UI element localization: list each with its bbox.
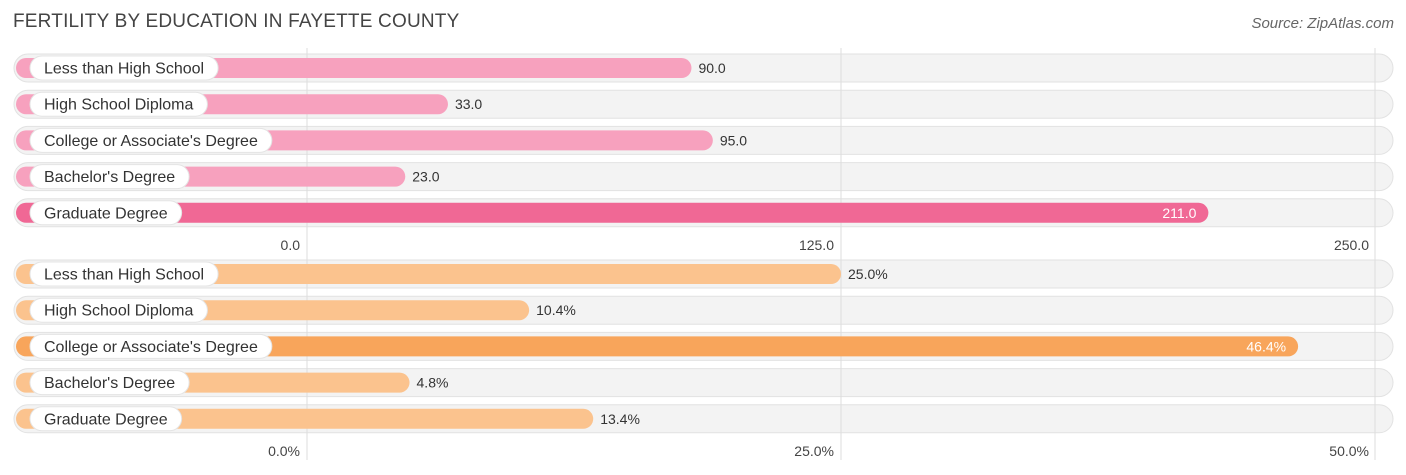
- category-label: Less than High School: [44, 267, 204, 284]
- x-tick-label: 0.0%: [268, 443, 300, 459]
- category-label: Bachelor's Degree: [44, 169, 175, 186]
- category-pill: [29, 127, 273, 153]
- category-pill: [29, 297, 208, 323]
- category-pill: [29, 200, 183, 226]
- category-pill: [29, 55, 219, 81]
- source-note: Source: ZipAtlas.com: [1251, 15, 1394, 32]
- value-label: 4.8%: [417, 375, 449, 391]
- value-label: 10.4%: [536, 302, 576, 318]
- category-label: College or Associate's Degree: [44, 339, 258, 356]
- value-label: 90.0: [698, 60, 725, 76]
- category-label: Graduate Degree: [44, 205, 168, 222]
- category-label: Bachelor's Degree: [44, 375, 175, 392]
- category-pill: [29, 406, 183, 432]
- category-pill: [29, 91, 208, 117]
- x-tick-label: 250.0: [1334, 237, 1369, 253]
- x-tick-label: 0.0: [281, 237, 301, 253]
- x-tick-label: 50.0%: [1329, 443, 1369, 459]
- bar-less-than-high-school: [16, 264, 841, 284]
- chart-panel-2: Less than High School 25.0% High School Di…: [13, 254, 1394, 460]
- value-label: 46.4%: [1246, 338, 1286, 354]
- category-pill: [29, 333, 273, 359]
- category-pill: [29, 261, 219, 287]
- value-label: 13.4%: [600, 411, 640, 427]
- category-pill: [29, 164, 190, 190]
- value-label: 23.0: [412, 169, 439, 185]
- category-label: High School Diploma: [44, 303, 194, 320]
- x-tick-label: 125.0: [799, 237, 834, 253]
- chart-panel-1: Less than High School 90.0 High School Dip…: [13, 48, 1394, 254]
- x-tick-label: 25.0%: [794, 443, 834, 459]
- value-label: 25.0%: [848, 266, 888, 282]
- bar-graduate-degree: [16, 202, 1209, 223]
- category-pill: [29, 370, 190, 396]
- value-label: 211.0: [1162, 205, 1196, 221]
- value-label: 95.0: [720, 132, 747, 148]
- chart-title: FERTILITY BY EDUCATION IN FAYETTE COUNTY: [13, 11, 460, 32]
- bar-college-or-associate-s-degree: [16, 336, 1299, 357]
- category-label: College or Associate's Degree: [44, 133, 258, 150]
- category-label: High School Diploma: [44, 97, 194, 114]
- category-label: Graduate Degree: [44, 411, 168, 428]
- value-label: 33.0: [455, 96, 482, 112]
- category-label: Less than High School: [44, 61, 204, 78]
